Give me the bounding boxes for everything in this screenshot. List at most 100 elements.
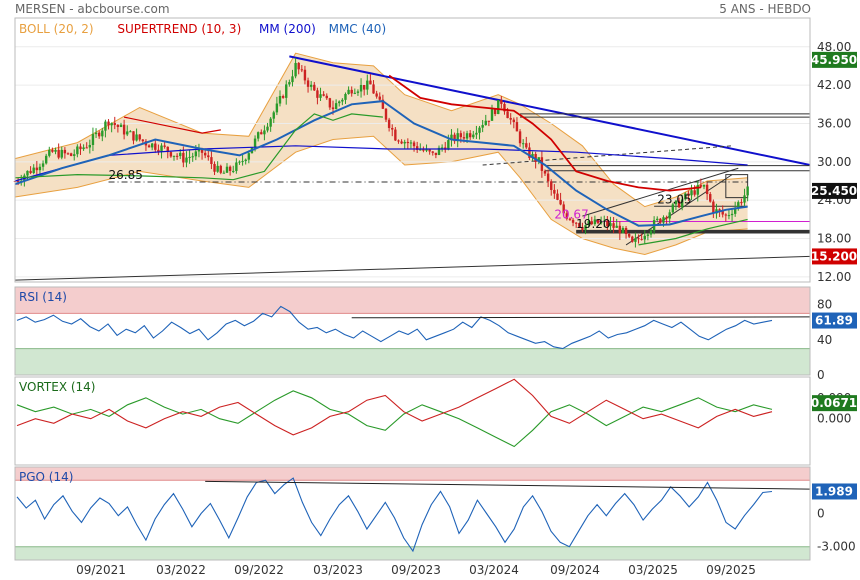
candle-body [54, 149, 57, 152]
trendline-5 [582, 167, 739, 217]
candle-body [409, 142, 413, 144]
price-panel-frame [14, 17, 811, 283]
candle-body [627, 234, 631, 237]
candle-body [387, 119, 391, 129]
candle-body [412, 142, 416, 147]
candle-body [369, 80, 372, 85]
bollinger-band-fill [15, 53, 748, 255]
candle-body [662, 217, 665, 223]
candle-body [222, 172, 226, 174]
candle-body [104, 121, 107, 131]
rsi-overbought-zone [15, 287, 810, 314]
candle-body [612, 223, 615, 228]
vortex-series-1 [16, 378, 773, 436]
candle-body [297, 62, 300, 70]
candle-body [110, 123, 113, 126]
candle-body [126, 131, 129, 135]
rsi-oversold-zone [15, 348, 810, 375]
price-badge-2-bg [812, 248, 857, 265]
rsi-panel-frame [14, 286, 811, 376]
price-badge-1-bg [812, 182, 857, 199]
candle-body [615, 225, 618, 228]
candle-body [550, 181, 553, 190]
candle-body [525, 143, 528, 148]
candle-body [730, 213, 734, 216]
candle-body [493, 109, 497, 115]
candle-body [453, 134, 456, 142]
candle-body [63, 149, 67, 154]
candle-body [194, 151, 198, 157]
candle-body [138, 134, 141, 140]
mmc40-line [14, 100, 748, 227]
candle-body [621, 227, 625, 234]
candle-body [253, 138, 257, 148]
candle-body [578, 223, 581, 227]
pgo-badge: 1.989 [815, 484, 853, 498]
candle-body [506, 111, 509, 119]
x-tick-8: 09/2025 [706, 563, 756, 577]
pgo-panel-frame [14, 466, 811, 561]
candle-body [450, 134, 453, 141]
candle-body [356, 91, 360, 93]
candle-body [132, 131, 135, 141]
candle-body [316, 90, 319, 98]
candle-body [671, 204, 675, 213]
candle-body [69, 153, 73, 156]
price-y-tick-2: 36.00 [817, 116, 851, 130]
legend-item-2: MM (200) [259, 22, 316, 36]
candle-body [16, 181, 20, 183]
vortex-series-0 [16, 390, 773, 448]
candle-body [247, 153, 251, 160]
candle-body [119, 124, 123, 127]
candle-body [640, 238, 643, 240]
pgo-title: PGO (14) [19, 470, 73, 484]
x-tick-0: 09/2021 [76, 563, 126, 577]
candle-body [515, 122, 519, 132]
candle-body [680, 199, 684, 208]
supertrend-down-line [123, 116, 221, 134]
x-axis: 09/2021 03/2022 09/2022 03/2023 09/2023 03/20… [76, 563, 756, 577]
price-annotation-2: 20.67 [554, 207, 588, 221]
pgo-y-tick-0: 0 [817, 507, 825, 521]
x-tick-6: 09/2024 [550, 563, 600, 577]
candle-body [263, 130, 266, 135]
candle-body [197, 148, 201, 152]
candle-body [322, 94, 325, 96]
candle-body [157, 149, 160, 152]
candle-body [334, 103, 338, 110]
candle-body [556, 193, 559, 200]
candle-body [687, 193, 690, 196]
candle-body [665, 217, 668, 219]
candle-body [531, 153, 534, 158]
vortex-y-tick-1: 0.000 [817, 412, 851, 426]
rsi-y-tick-0: 80 [817, 298, 832, 312]
candle-body [400, 141, 403, 144]
candle-body [51, 149, 54, 152]
candle-body [484, 120, 487, 126]
candle-body [172, 155, 176, 157]
candle-body [690, 190, 693, 196]
candle-body [213, 163, 216, 172]
candle-body [528, 147, 531, 158]
candle-body [378, 96, 381, 100]
candle-body [29, 170, 32, 174]
candle-body [107, 121, 110, 126]
candle-body [244, 159, 247, 162]
candle-body [113, 123, 116, 125]
x-tick-1: 03/2022 [156, 563, 206, 577]
price-annotation-3: 19.20 [576, 217, 610, 231]
candle-body [637, 238, 640, 240]
candle-body [309, 84, 313, 87]
candle-body [179, 152, 182, 157]
candle-body [740, 202, 743, 204]
candle-body [359, 84, 363, 92]
candle-body [350, 89, 353, 94]
candle-body [481, 125, 484, 128]
candle-body [328, 98, 332, 108]
candle-body [347, 89, 350, 94]
candle-body [478, 127, 481, 133]
pgo-trendline [205, 480, 811, 490]
candle-body [659, 218, 662, 223]
